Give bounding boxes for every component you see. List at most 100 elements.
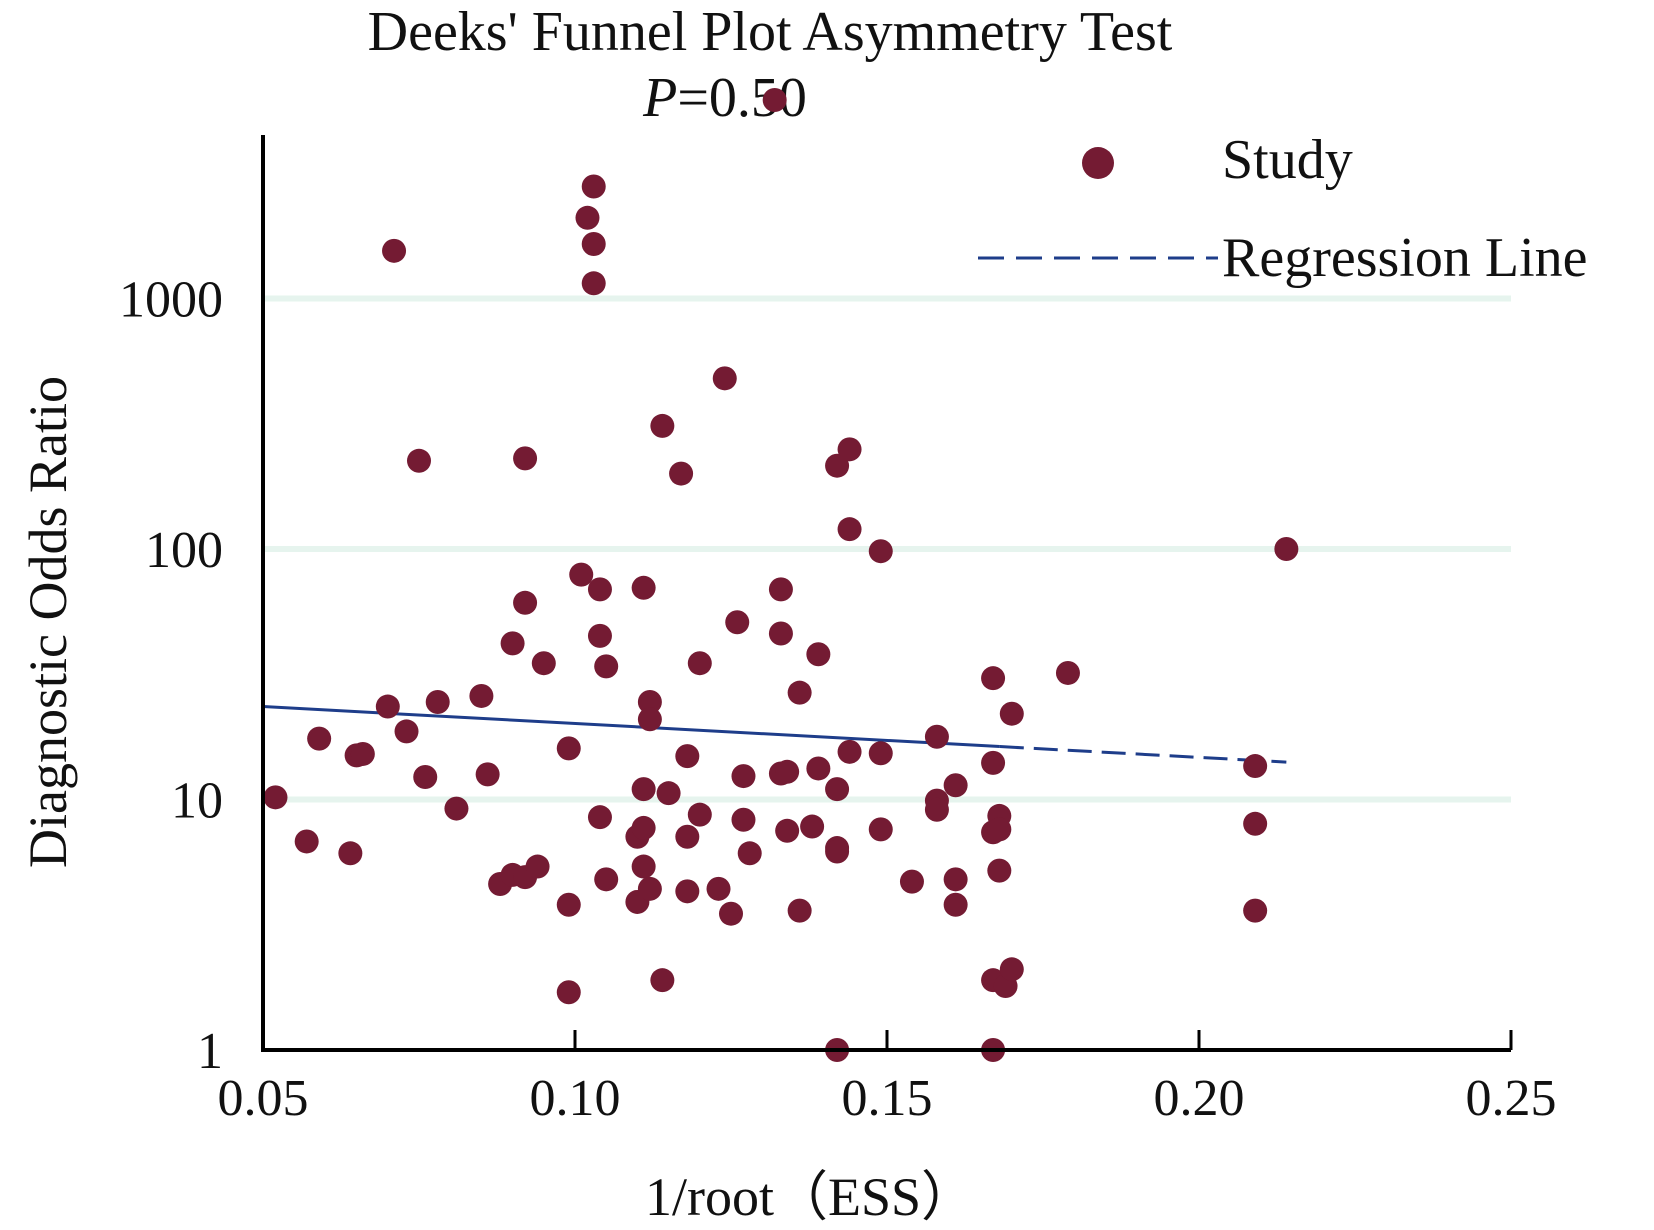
study-point <box>731 764 756 789</box>
x-tick-label: 0.10 <box>530 1070 621 1127</box>
study-point <box>775 818 800 843</box>
study-point <box>375 694 400 719</box>
x-axis-title: 1/root（ESS） <box>645 1167 975 1227</box>
study-point <box>981 750 1006 775</box>
study-point <box>987 817 1012 842</box>
study-point <box>556 892 581 917</box>
study-point <box>868 817 893 842</box>
study-point <box>513 446 538 471</box>
study-point <box>556 736 581 761</box>
study-point <box>825 453 850 478</box>
study-point <box>800 814 825 839</box>
study-point <box>394 719 419 744</box>
study-point <box>1243 754 1268 779</box>
study-point <box>382 238 407 263</box>
study-point <box>350 741 375 766</box>
study-point <box>999 701 1024 726</box>
study-point <box>999 957 1024 982</box>
study-point <box>924 797 949 822</box>
study-point <box>263 785 288 810</box>
study-point <box>825 839 850 864</box>
study-point <box>768 621 793 646</box>
study-point <box>806 756 831 781</box>
study-point <box>475 762 500 787</box>
study-point <box>687 651 712 676</box>
study-point <box>837 437 862 462</box>
study-point <box>581 174 606 199</box>
study-point <box>587 805 612 830</box>
study-point <box>581 232 606 257</box>
chart-title: Deeks' Funnel Plot Asymmetry Test <box>368 1 1173 63</box>
study-point <box>943 892 968 917</box>
study-point <box>787 680 812 705</box>
study-point <box>587 577 612 602</box>
study-point <box>587 623 612 648</box>
x-tick-label: 0.15 <box>842 1070 933 1127</box>
study-point <box>650 968 675 993</box>
x-axis-ticks: 0.05 0.10 0.15 0.20 0.25 <box>218 1030 1557 1127</box>
study-point <box>806 642 831 667</box>
regression-line <box>262 705 1000 749</box>
study-point <box>500 631 525 656</box>
data-points <box>263 88 1299 1062</box>
study-point <box>725 610 750 635</box>
study-point <box>513 590 538 615</box>
study-point <box>924 724 949 749</box>
legend-study-label: Study <box>1222 129 1353 191</box>
study-point <box>675 744 700 769</box>
study-point <box>594 867 619 892</box>
study-point <box>444 796 469 821</box>
study-point <box>825 777 850 802</box>
study-point <box>637 690 662 715</box>
study-point <box>631 854 656 879</box>
study-point <box>687 802 712 827</box>
y-tick-label: 10 <box>171 773 223 830</box>
legend: Study Regression Line <box>978 129 1587 289</box>
study-point <box>775 759 800 784</box>
study-point <box>675 824 700 849</box>
study-point <box>675 879 700 904</box>
x-tick-label: 0.20 <box>1154 1070 1245 1127</box>
study-point <box>594 654 619 679</box>
legend-regression-label: Regression Line <box>1222 227 1587 289</box>
study-point <box>631 815 656 840</box>
study-point <box>987 858 1012 883</box>
study-point <box>525 854 550 879</box>
study-point <box>650 413 675 438</box>
study-point <box>837 739 862 764</box>
study-point <box>631 777 656 802</box>
study-point <box>656 781 681 806</box>
study-point <box>413 764 438 789</box>
study-point <box>531 651 556 676</box>
study-point <box>706 876 731 901</box>
study-point <box>943 773 968 798</box>
study-point <box>981 666 1006 691</box>
y-axis-ticks: 1 10 100 1000 <box>119 272 223 1081</box>
study-point <box>575 205 600 230</box>
study-point <box>1243 898 1268 923</box>
study-point <box>294 829 319 854</box>
study-point <box>837 517 862 542</box>
study-point <box>868 539 893 564</box>
y-tick-label: 1000 <box>119 272 223 329</box>
study-point <box>631 575 656 600</box>
y-axis-title: Diagnostic Odds Ratio <box>18 376 78 868</box>
study-point <box>1274 537 1299 561</box>
study-point <box>338 841 363 866</box>
x-tick-label: 0.25 <box>1466 1070 1557 1127</box>
study-point <box>637 876 662 901</box>
study-point <box>581 271 606 296</box>
study-point <box>425 690 450 715</box>
study-point <box>712 366 737 391</box>
study-point <box>768 577 793 602</box>
study-point <box>307 726 332 751</box>
subtitle-value: =0.50 <box>677 67 807 129</box>
study-point <box>899 869 924 894</box>
study-point <box>762 88 787 113</box>
study-point <box>787 898 812 923</box>
legend-study-marker <box>1082 147 1114 179</box>
study-point <box>737 841 762 866</box>
study-point <box>556 980 581 1005</box>
y-tick-label: 100 <box>145 522 223 579</box>
